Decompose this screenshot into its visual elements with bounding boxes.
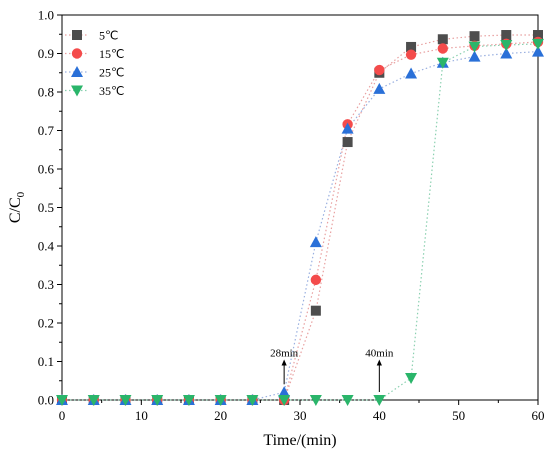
data-point	[374, 64, 385, 76]
data-point	[405, 49, 417, 60]
legend-label: 15℃	[99, 47, 124, 61]
data-point	[341, 395, 354, 406]
x-tick-label: 30	[294, 408, 307, 423]
data-point	[310, 305, 321, 316]
legend-marker	[71, 66, 83, 77]
series-line	[62, 41, 539, 401]
legend-marker	[72, 30, 82, 40]
data-point	[468, 50, 481, 62]
data-point	[309, 395, 322, 406]
y-tick-label: 0.9	[38, 46, 54, 61]
data-point	[501, 30, 512, 41]
data-point	[246, 395, 259, 406]
annotation-arrow-head	[281, 359, 287, 366]
x-tick-label: 60	[532, 408, 545, 423]
data-point	[342, 137, 353, 148]
annotation-label: 40min	[365, 348, 394, 360]
data-point	[405, 373, 418, 385]
x-tick-label: 0	[59, 408, 66, 423]
data-point	[373, 395, 386, 406]
y-tick-label: 1.0	[38, 8, 54, 23]
y-axis-label: C/C0	[7, 191, 27, 223]
data-point	[278, 395, 291, 406]
x-tick-label: 20	[214, 408, 227, 423]
data-point	[436, 57, 449, 69]
data-point	[469, 31, 480, 42]
x-tick-label: 50	[452, 408, 465, 423]
data-point	[119, 395, 132, 406]
data-point	[437, 34, 448, 45]
y-tick-label: 0.4	[38, 239, 55, 254]
data-point	[532, 38, 544, 50]
data-point	[87, 395, 100, 406]
data-point	[56, 395, 68, 406]
legend-marker	[71, 48, 83, 59]
legend-label: 35℃	[99, 84, 124, 98]
y-tick-label: 0.6	[38, 162, 55, 177]
annotation-label: 28min	[270, 348, 299, 360]
y-tick-label: 0.5	[38, 200, 54, 215]
y-axis-label-main: C/C	[7, 197, 24, 223]
data-point	[533, 30, 543, 41]
data-point	[437, 43, 448, 54]
y-axis-label-subscript: 0	[15, 191, 27, 197]
legend-label: 25℃	[99, 66, 124, 80]
series-line	[62, 43, 539, 401]
annotation-arrow-head	[376, 359, 382, 366]
data-point	[182, 395, 195, 406]
y-tick-label: 0.0	[38, 393, 54, 408]
x-tick-label: 10	[135, 408, 148, 423]
data-point	[500, 47, 513, 59]
data-point	[151, 395, 164, 406]
data-point	[278, 386, 291, 398]
legend-label: 5℃	[99, 29, 118, 43]
x-tick-label: 40	[373, 408, 386, 423]
x-axis-label: Time/(min)	[263, 432, 336, 449]
y-tick-label: 0.7	[38, 123, 55, 138]
series-line	[62, 51, 539, 401]
data-point	[468, 41, 481, 53]
plot-area: 0 10 20 30 40 50 60 0.0 0.1 0.2 0.3 0.4 0.5 0.6 0.7 0.8…	[38, 8, 545, 424]
plot-frame	[61, 14, 539, 401]
y-tick-label: 0.8	[38, 85, 54, 100]
data-point	[405, 67, 418, 79]
series-line	[62, 34, 538, 401]
legend: 5℃ 15℃ 25℃ 35℃	[65, 29, 124, 98]
data-point	[373, 82, 386, 94]
data-point	[214, 395, 227, 406]
data-point	[500, 40, 513, 52]
data-point	[309, 236, 322, 248]
y-tick-label: 0.2	[38, 316, 54, 331]
y-tick-label: 0.1	[38, 354, 54, 369]
y-tick-label: 0.3	[38, 277, 54, 292]
data-point	[406, 41, 417, 52]
data-point	[310, 274, 322, 286]
data-point	[532, 45, 544, 57]
legend-marker	[71, 85, 83, 97]
data-point	[341, 122, 354, 134]
